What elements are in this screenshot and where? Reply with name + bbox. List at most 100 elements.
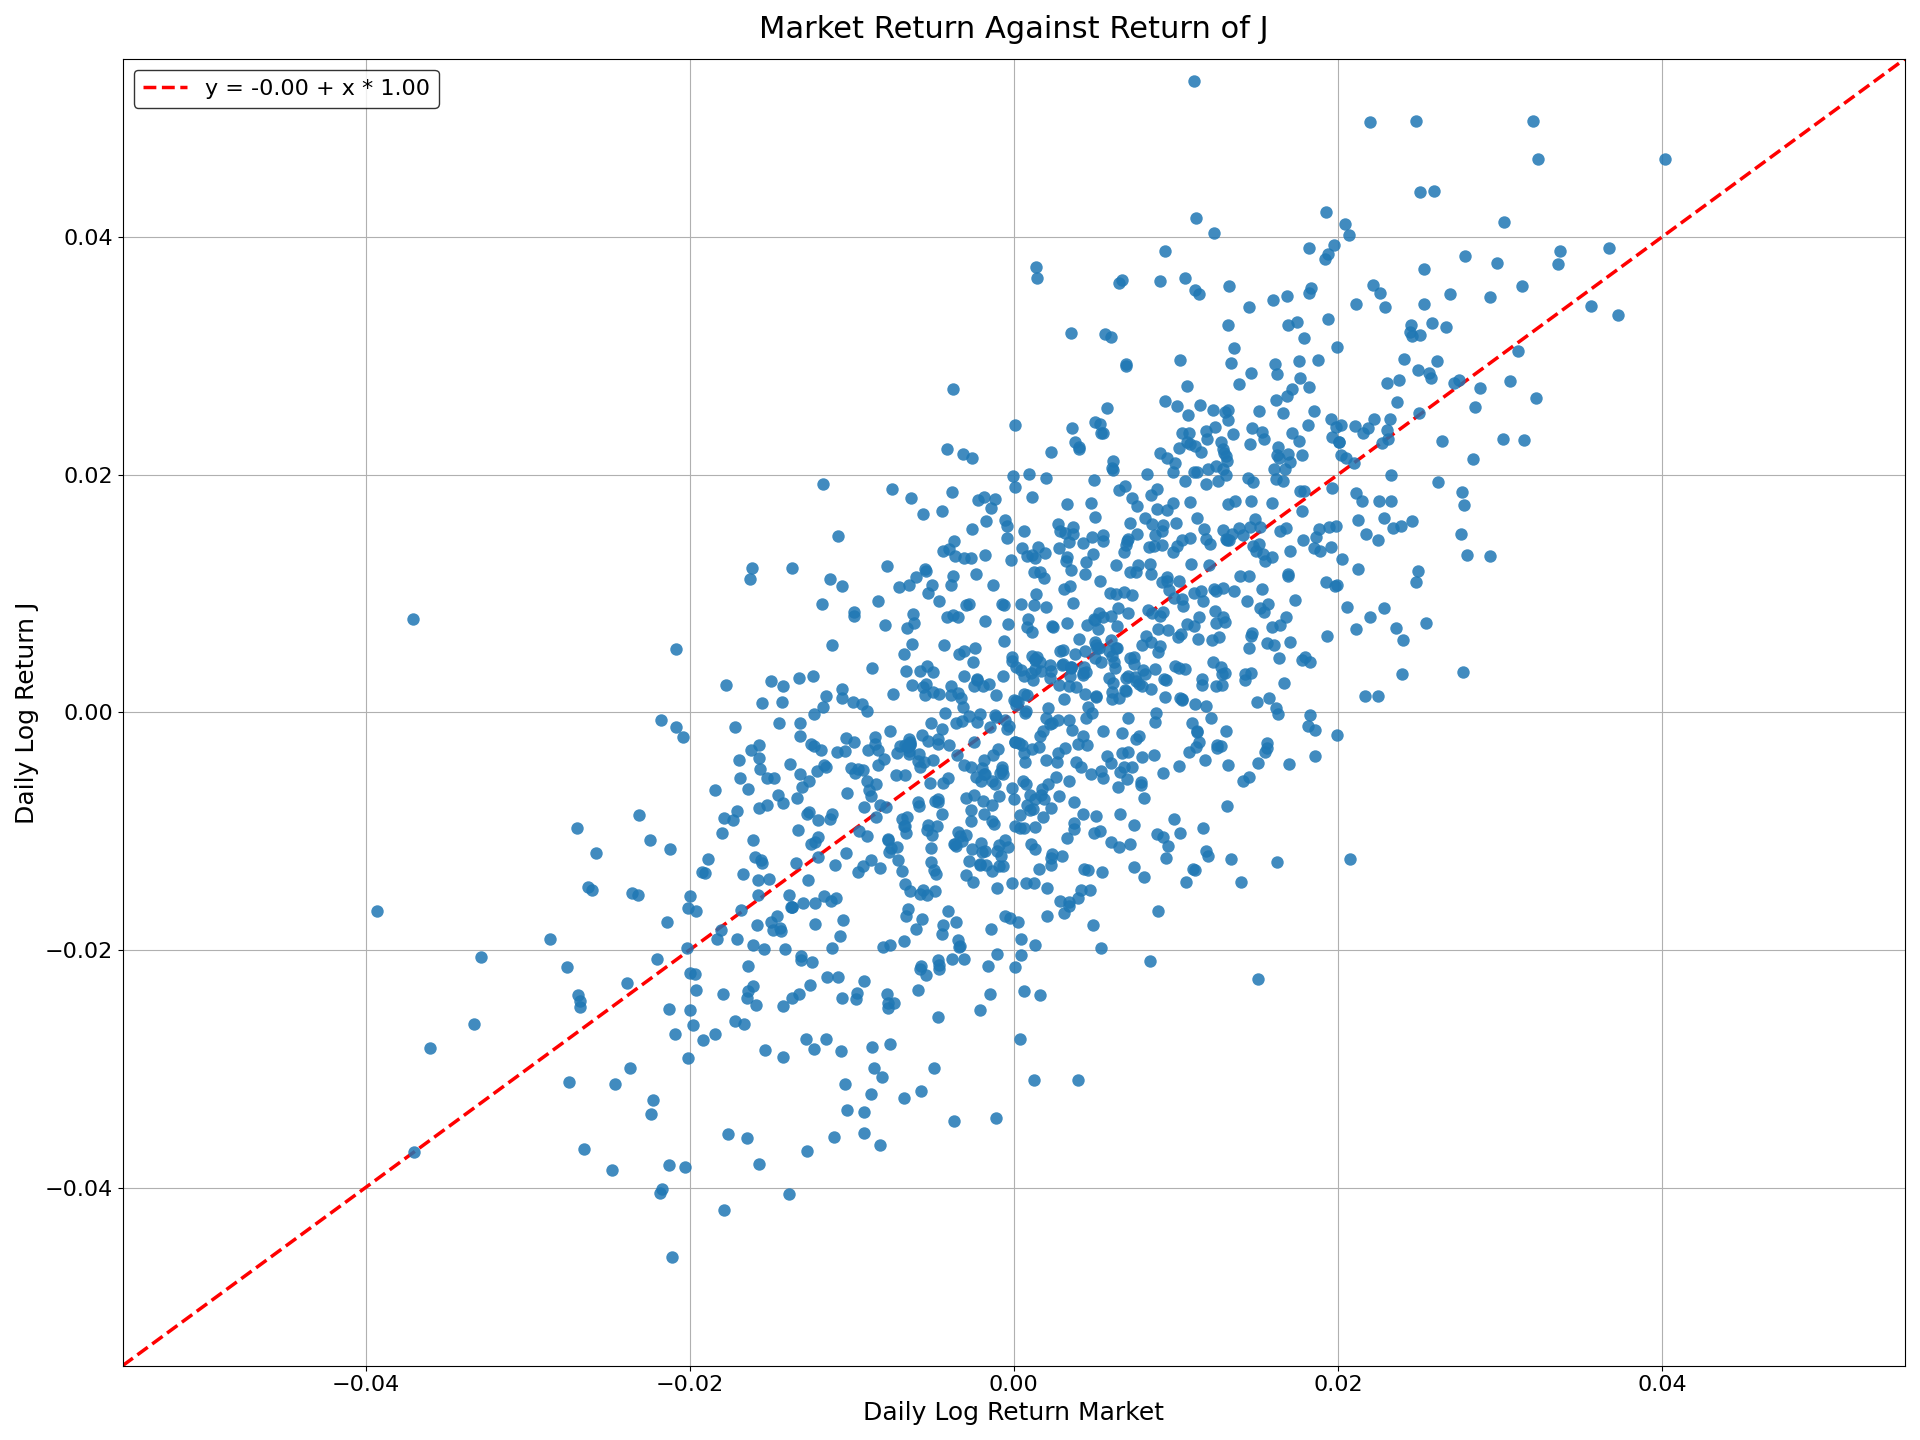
Point: [653, 998, 684, 1021]
Point: [1029, 566, 1060, 589]
Point: [1025, 783, 1056, 806]
Point: [1213, 528, 1244, 552]
Point: [1250, 742, 1281, 765]
Point: [1020, 788, 1050, 811]
Point: [893, 743, 924, 766]
Point: [1060, 750, 1091, 773]
Point: [776, 753, 806, 776]
Point: [641, 948, 672, 971]
Point: [1327, 547, 1357, 570]
Point: [1117, 756, 1148, 779]
Point: [1227, 524, 1258, 547]
Point: [1110, 354, 1140, 377]
Point: [1225, 373, 1256, 396]
Point: [1271, 517, 1302, 540]
Point: [1139, 523, 1169, 546]
Point: [1044, 520, 1075, 543]
Point: [1269, 671, 1300, 694]
Point: [1058, 791, 1089, 814]
Point: [1117, 583, 1148, 606]
Point: [1179, 582, 1210, 605]
Point: [670, 1155, 701, 1178]
Point: [1202, 734, 1233, 757]
Point: [747, 851, 778, 874]
Point: [998, 688, 1029, 711]
Point: [799, 913, 829, 936]
Point: [937, 564, 968, 588]
Point: [1142, 478, 1173, 501]
Point: [814, 806, 845, 829]
Point: [831, 780, 862, 804]
Point: [1196, 629, 1227, 652]
Point: [993, 714, 1023, 737]
Point: [960, 636, 991, 660]
Point: [1018, 668, 1048, 691]
Point: [945, 935, 975, 958]
Point: [904, 660, 935, 683]
Point: [1096, 645, 1127, 668]
Point: [874, 996, 904, 1020]
Point: [1000, 814, 1031, 837]
Point: [1300, 719, 1331, 742]
Point: [655, 838, 685, 861]
Point: [1056, 655, 1087, 678]
Point: [975, 917, 1006, 940]
Point: [826, 575, 856, 598]
Point: [1152, 570, 1183, 593]
Point: [1206, 734, 1236, 757]
Point: [1129, 662, 1160, 685]
Point: [1144, 442, 1175, 465]
Point: [1033, 772, 1064, 795]
Point: [889, 1086, 920, 1109]
Point: [862, 589, 893, 612]
Point: [1365, 281, 1396, 304]
Point: [660, 716, 691, 739]
Point: [1423, 471, 1453, 494]
Point: [1031, 596, 1062, 619]
Point: [1386, 662, 1417, 685]
Point: [808, 753, 839, 776]
Point: [1050, 549, 1081, 572]
Point: [1060, 675, 1091, 698]
Point: [1020, 1068, 1050, 1092]
Point: [1400, 570, 1430, 593]
Point: [1546, 239, 1576, 262]
Point: [1275, 540, 1306, 563]
Point: [1144, 269, 1175, 292]
Point: [1044, 888, 1075, 912]
Point: [1016, 661, 1046, 684]
Point: [453, 1411, 484, 1434]
Point: [1244, 533, 1275, 556]
Point: [956, 547, 987, 570]
Point: [1367, 431, 1398, 454]
Point: [927, 540, 958, 563]
Point: [1404, 559, 1434, 582]
Point: [900, 917, 931, 940]
Point: [1008, 979, 1039, 1002]
Point: [1071, 707, 1102, 730]
Point: [918, 858, 948, 881]
Point: [1215, 848, 1246, 871]
Point: [795, 973, 826, 996]
Point: [643, 1387, 674, 1410]
Point: [1068, 664, 1098, 687]
Point: [1169, 266, 1200, 289]
Point: [1116, 511, 1146, 534]
Point: [939, 530, 970, 553]
Point: [1006, 537, 1037, 560]
Point: [1286, 500, 1317, 523]
Point: [1104, 802, 1135, 825]
Point: [989, 904, 1020, 927]
Point: [1043, 513, 1073, 536]
Point: [1096, 831, 1127, 854]
Point: [1284, 480, 1315, 503]
Point: [1342, 508, 1373, 531]
Point: [1135, 536, 1165, 559]
Point: [876, 837, 906, 860]
Point: [829, 740, 860, 763]
Point: [1165, 422, 1196, 445]
Point: [872, 992, 902, 1015]
Point: [1292, 413, 1323, 436]
Point: [891, 821, 922, 844]
Point: [902, 750, 933, 773]
